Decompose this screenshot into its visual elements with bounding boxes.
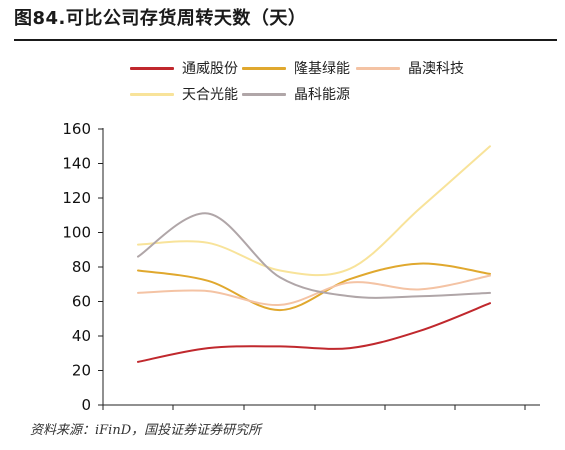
y-tick-label: 140 <box>62 155 91 173</box>
legend-swatch <box>130 66 174 70</box>
legend-item: 晶科能源 <box>242 84 350 104</box>
legend-item: 隆基绿能 <box>242 58 350 78</box>
y-tick-label: 0 <box>81 396 91 414</box>
legend-item: 天合光能 <box>130 84 238 104</box>
legend-swatch <box>242 92 286 96</box>
legend-label: 晶澳科技 <box>408 61 464 77</box>
legend-label: 通威股份 <box>182 61 238 77</box>
legend-item: 通威股份 <box>130 58 238 78</box>
y-tick-label: 120 <box>62 189 91 207</box>
series-line-5 <box>137 212 491 299</box>
title-divider <box>14 39 557 41</box>
y-tick-label: 100 <box>62 224 91 242</box>
y-tick-label: 160 <box>62 120 91 138</box>
legend-item: 晶澳科技 <box>356 58 464 78</box>
legend-label: 天合光能 <box>182 87 238 103</box>
source-note: 资料来源：iFinD，国投证券证券研究所 <box>30 423 262 438</box>
series-line-3 <box>137 274 491 306</box>
y-tick-label: 40 <box>72 327 91 345</box>
y-tick-label: 20 <box>72 362 91 380</box>
series-line-2 <box>137 262 491 312</box>
series-line-4 <box>137 145 491 277</box>
legend-swatch <box>130 92 174 96</box>
legend-label: 隆基绿能 <box>294 61 350 77</box>
y-tick-label: 80 <box>72 258 91 276</box>
legend-swatch <box>356 66 400 70</box>
legend-swatch <box>242 66 286 70</box>
series-line-1 <box>137 302 491 363</box>
chart-title: 图84.可比公司存货周转天数（天） <box>14 8 307 29</box>
legend-label: 晶科能源 <box>294 87 350 103</box>
y-tick-label: 60 <box>72 293 91 311</box>
